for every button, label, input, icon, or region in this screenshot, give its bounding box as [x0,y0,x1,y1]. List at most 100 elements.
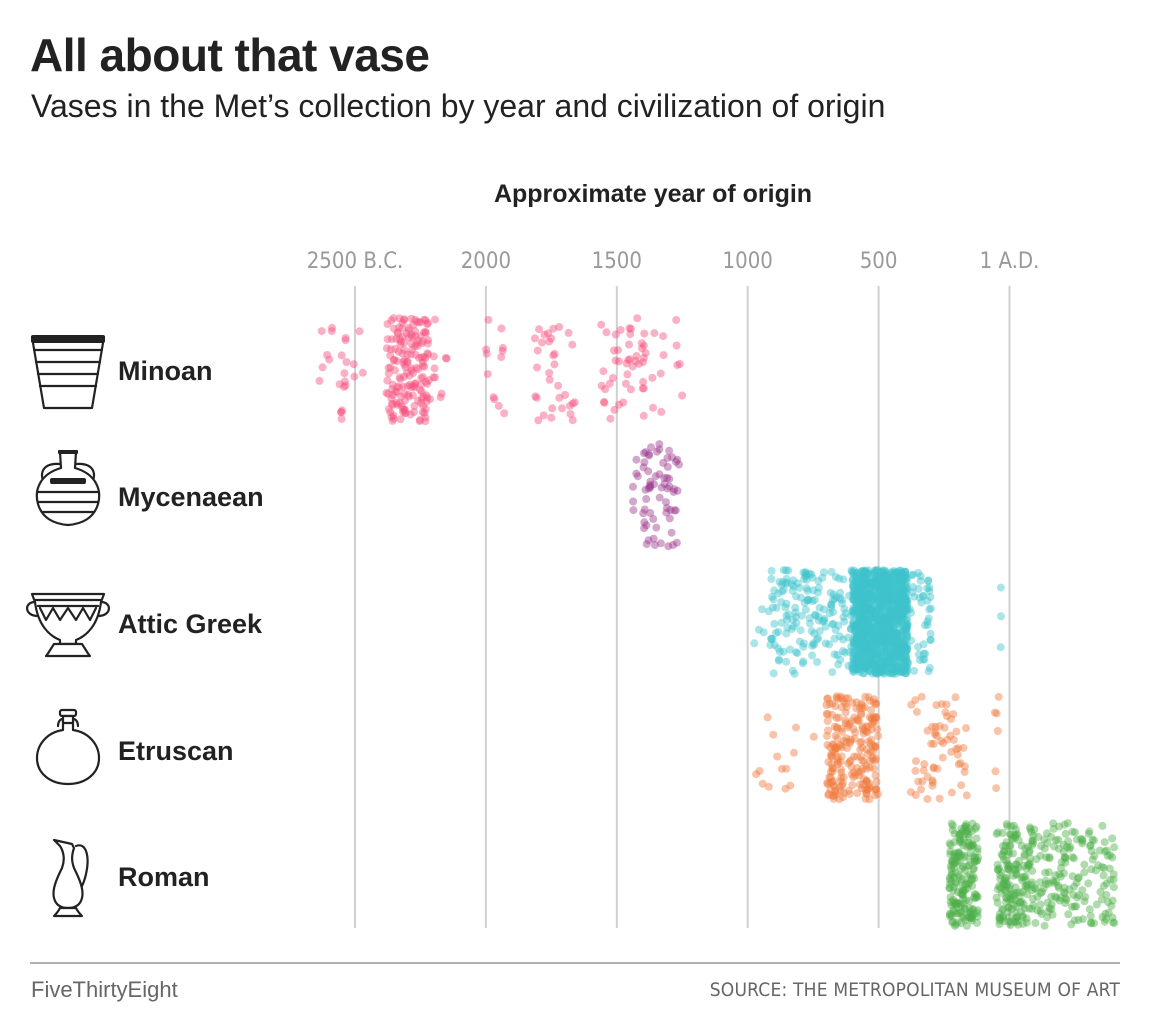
data-point [965,861,974,870]
data-point [406,380,414,389]
data-point [867,735,876,744]
data-point [865,644,874,653]
data-point [867,615,876,624]
data-point [836,692,845,701]
data-point [640,505,649,514]
data-point [957,919,965,928]
data-point [857,737,866,746]
data-point [954,848,963,857]
data-point [858,594,867,603]
data-point [858,593,867,602]
data-point [550,360,559,369]
data-point [904,659,913,668]
data-point [872,616,881,625]
data-point [869,624,878,633]
data-point [896,650,904,659]
data-point [832,713,841,722]
data-point [895,654,904,662]
data-point [866,666,875,675]
data-point [962,791,971,800]
data-point [864,605,873,614]
data-point [882,657,890,665]
data-point [854,607,863,615]
data-point [826,773,835,782]
data-point [898,570,907,579]
data-point [1032,855,1041,864]
data-point [871,756,880,765]
data-point [901,570,910,579]
data-point [952,852,961,861]
data-point [850,585,859,594]
data-point [667,528,676,537]
data-point [846,735,855,744]
data-point [1042,880,1051,889]
data-point [855,780,864,789]
data-point [873,635,882,644]
data-point [925,583,934,592]
data-point [872,619,881,628]
data-point [862,776,871,785]
data-point [871,668,880,677]
data-point [957,878,966,887]
data-point [886,608,895,617]
data-point [831,731,840,740]
data-point [890,606,899,615]
data-point [881,615,890,624]
data-point [1023,880,1032,889]
data-point [423,319,432,327]
data-point [827,600,836,609]
data-point [911,696,920,705]
data-point [873,589,882,598]
data-point [862,610,871,619]
data-point [838,793,847,802]
data-point [855,599,864,607]
data-point [863,728,872,737]
data-point [1080,868,1089,877]
data-point [827,603,836,612]
data-point [422,397,431,406]
data-point [895,586,904,595]
data-point [852,658,861,667]
data-point [931,730,939,739]
data-point [943,735,952,744]
data-point [773,752,782,761]
data-point [857,648,866,657]
data-point [856,637,865,645]
data-point [625,340,633,349]
data-point [856,603,865,612]
data-point [639,377,648,386]
data-point [640,458,649,467]
data-point [860,582,869,591]
data-point [877,626,886,635]
data-point [881,591,890,599]
data-point [857,618,865,627]
data-point [897,668,906,677]
data-point [599,367,608,376]
data-point [832,693,841,702]
data-point [400,389,409,398]
data-point [865,696,874,705]
data-point [898,636,907,645]
data-point [1000,880,1009,889]
data-point [407,314,416,323]
data-point [858,627,867,636]
data-point [402,329,411,338]
data-point [873,637,882,646]
data-point [792,648,800,657]
data-point [895,580,904,589]
data-point [884,626,893,635]
data-point [1001,882,1010,891]
data-point [997,868,1006,877]
data-point [945,910,954,919]
data-point [858,581,867,590]
data-point [1084,879,1093,888]
data-point [1092,900,1101,909]
data-point [836,588,845,597]
data-point [861,582,869,591]
data-point [394,347,403,356]
data-point [875,635,884,643]
data-point [625,355,634,364]
data-point [811,611,820,620]
data-point [857,614,866,623]
data-point [851,589,859,598]
